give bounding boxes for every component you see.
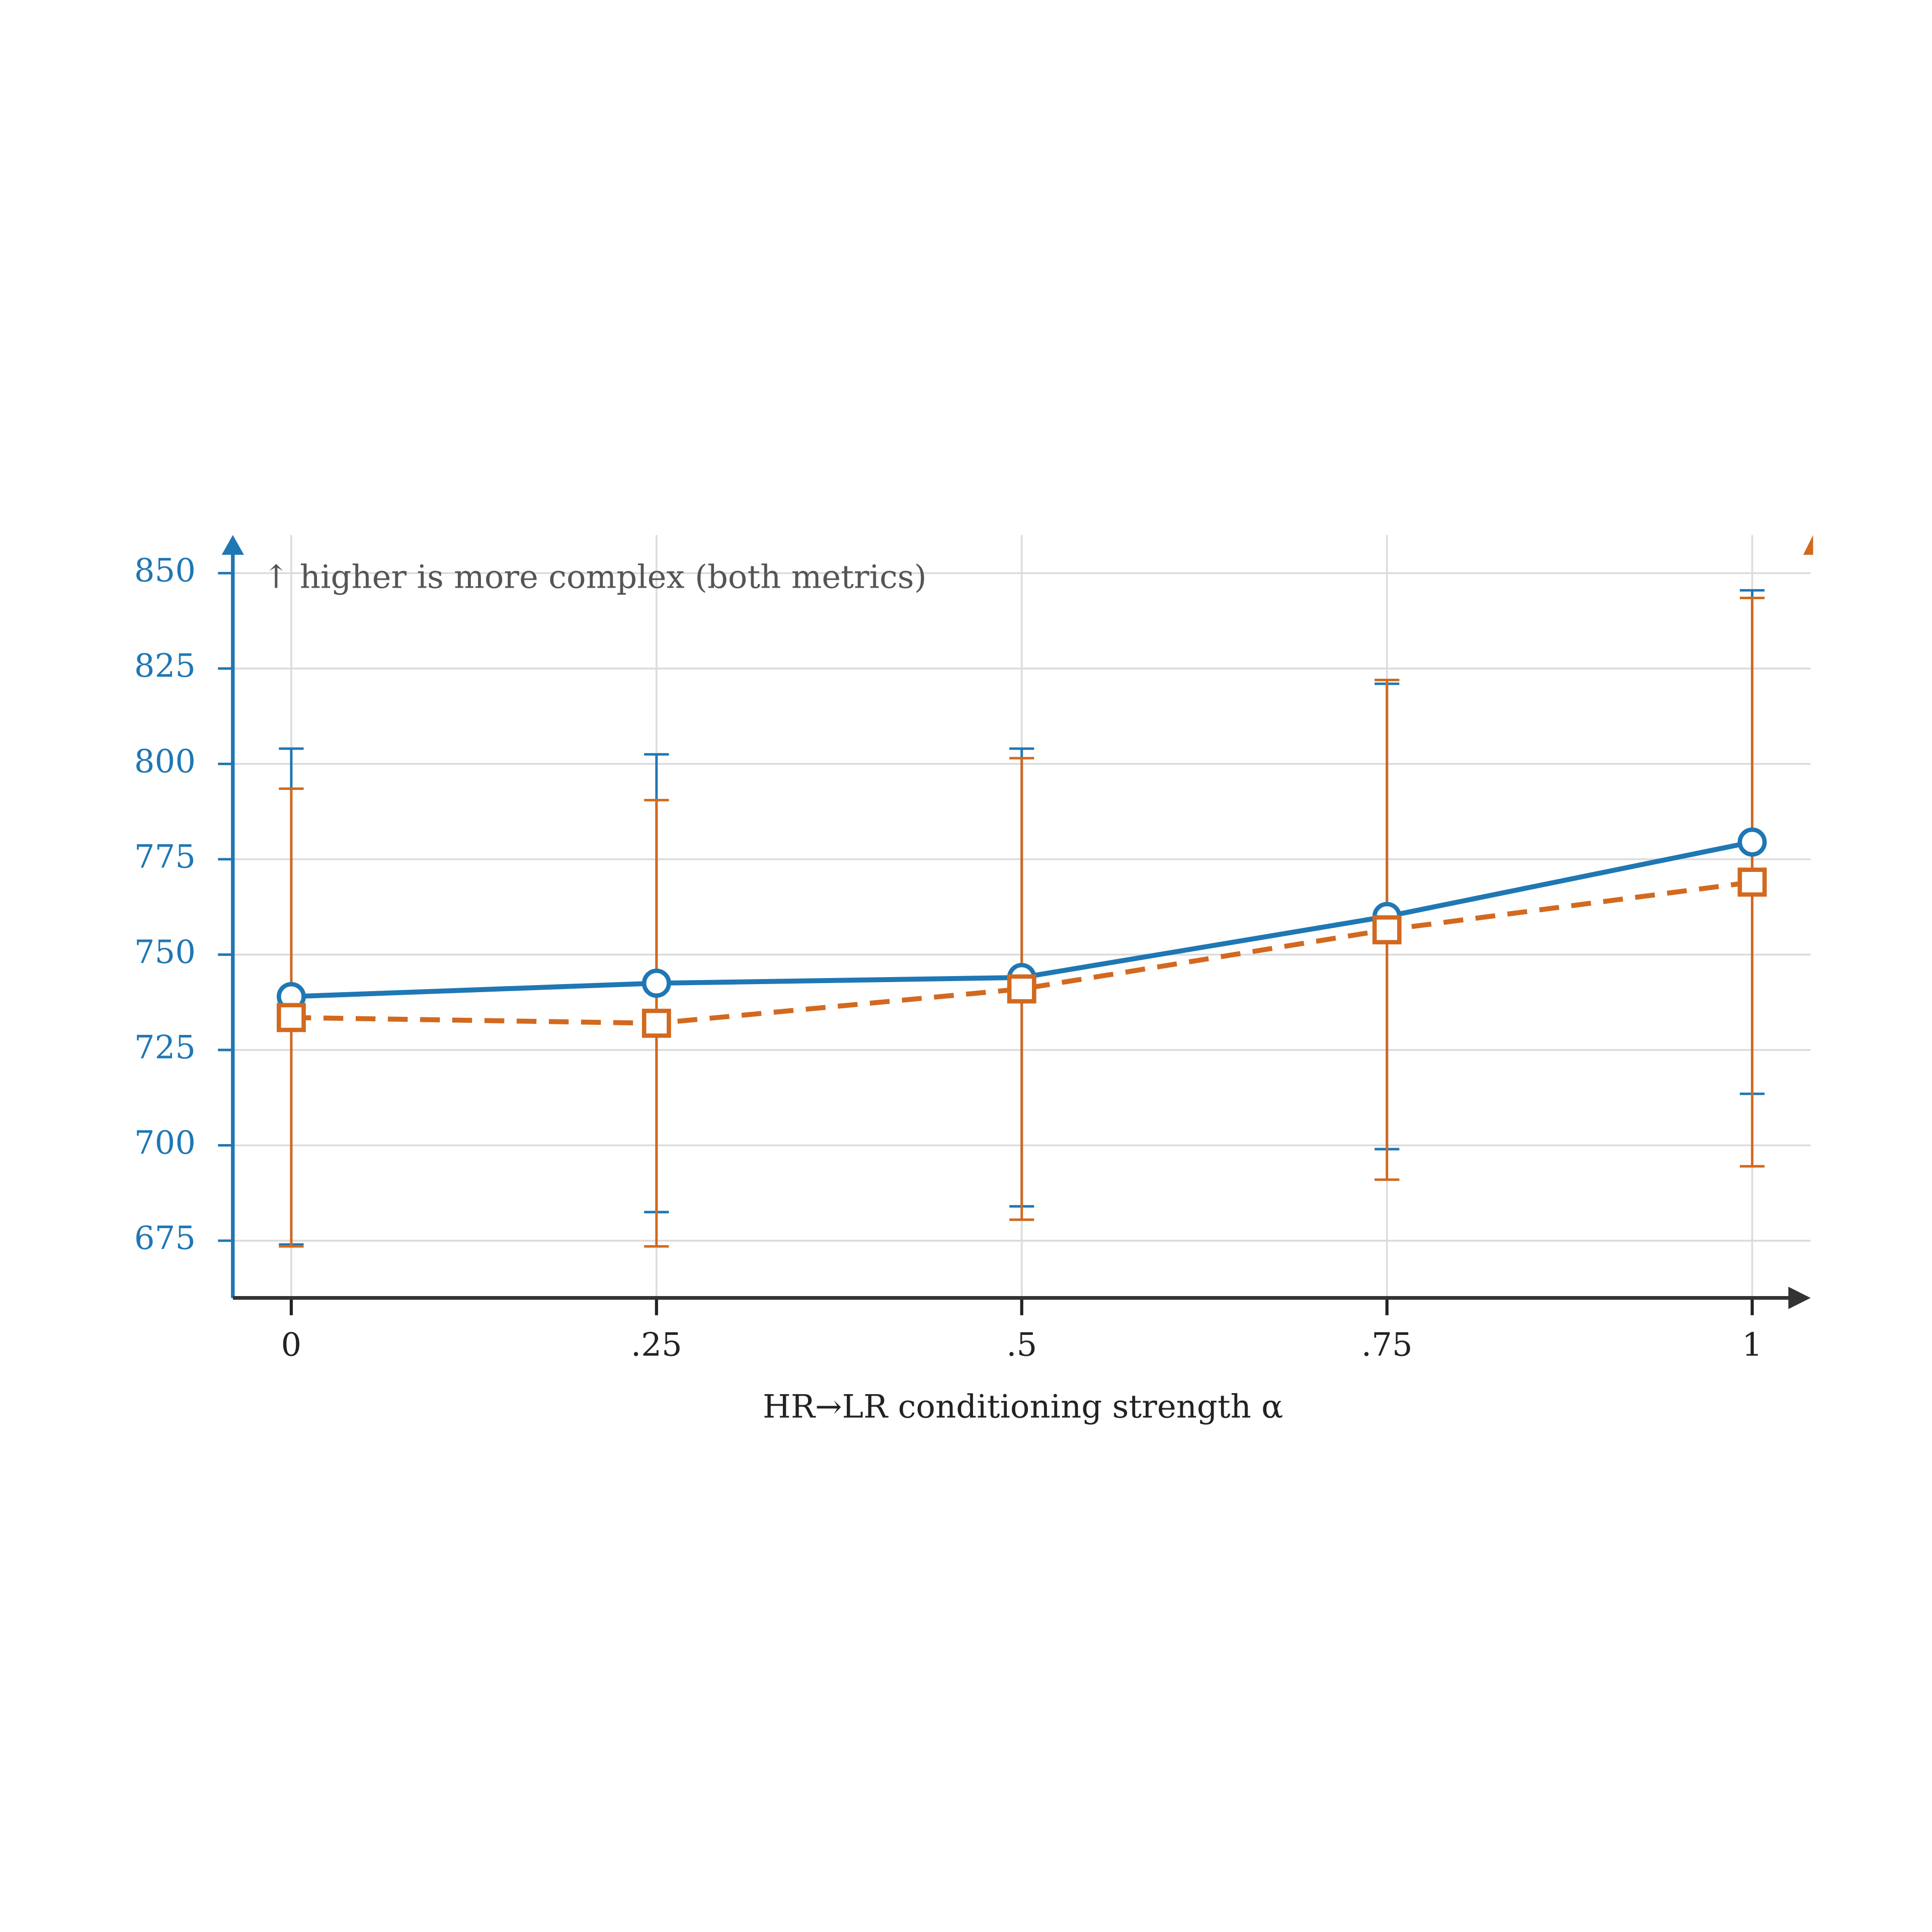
marker xyxy=(1737,867,1767,897)
y-tick-label: 825 xyxy=(134,648,196,685)
marker xyxy=(276,1003,306,1032)
x-tick-label: 0 xyxy=(281,1327,302,1364)
y-tick-label: 725 xyxy=(134,1029,196,1066)
marker xyxy=(1737,827,1767,857)
marker xyxy=(641,969,671,998)
x-axis-arrow xyxy=(1788,1286,1811,1309)
x-tick-label: 1 xyxy=(1742,1327,1762,1364)
y-tick-label: 800 xyxy=(134,743,196,780)
marker xyxy=(1007,974,1036,1004)
y-axis-arrow xyxy=(221,535,244,555)
x-tick-label: .25 xyxy=(631,1327,682,1364)
series-line xyxy=(291,879,1753,1026)
marker xyxy=(641,1008,671,1038)
x-tick-label: .75 xyxy=(1361,1327,1413,1364)
x-tick-label: .5 xyxy=(1006,1327,1037,1364)
y-tick-label: 700 xyxy=(134,1124,196,1162)
x-axis-label: HR→LR conditioning strength α xyxy=(763,1389,1283,1426)
y-tick-label: 850 xyxy=(134,552,196,590)
annotation: ↑ higher is more complex (both metrics) xyxy=(263,558,927,596)
marker xyxy=(1372,915,1402,944)
y-tick-label: 750 xyxy=(134,934,196,971)
y-tick-label: 775 xyxy=(134,838,196,875)
secondary-axis-arrow xyxy=(1803,535,1813,555)
y-tick-label: 675 xyxy=(134,1220,196,1257)
